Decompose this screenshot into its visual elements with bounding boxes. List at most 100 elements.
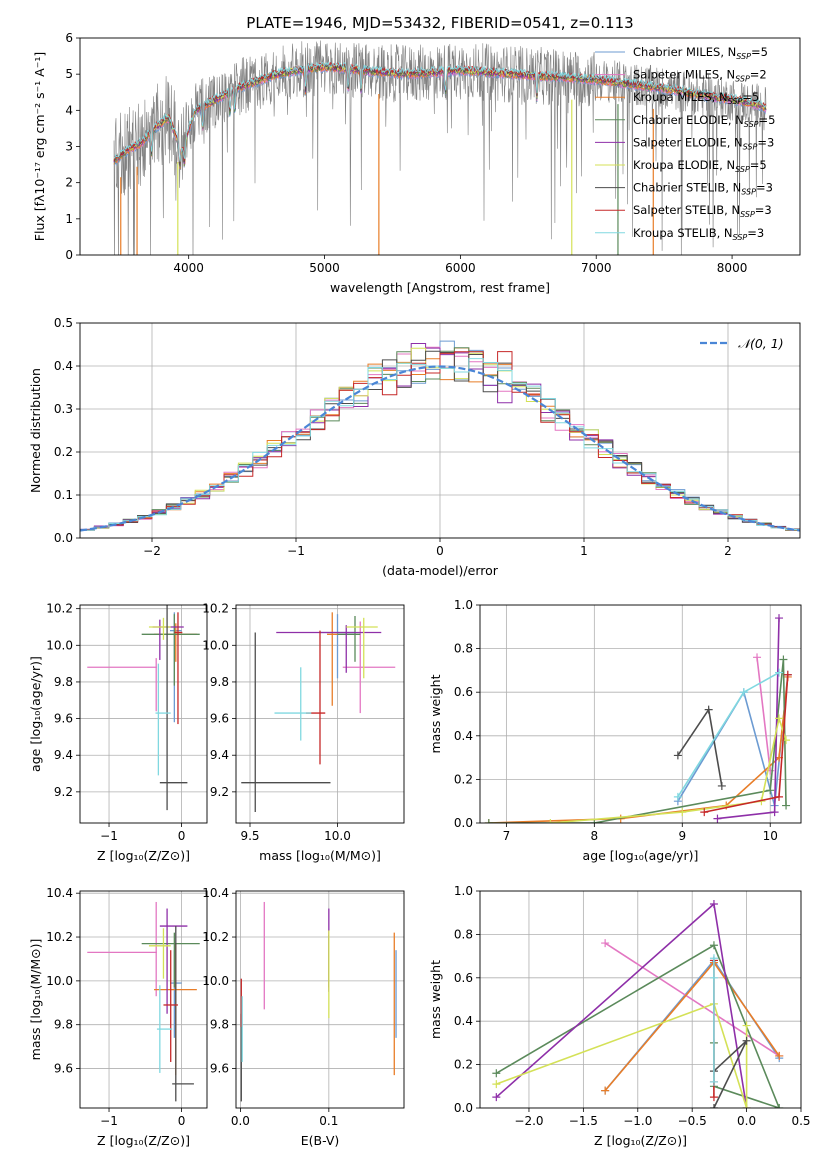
y-tick-label: 10.2 (46, 602, 73, 616)
weight-series-3 (488, 659, 787, 823)
legend-label: Kroupa ELODIE, NSSP=5 (633, 158, 767, 174)
x-tick-label: −2 (143, 544, 161, 558)
x-tick-label: −1 (100, 1114, 118, 1128)
y-tick-label: 9.6 (54, 712, 73, 726)
x-tick-label: −1.0 (623, 1114, 652, 1128)
weight-series-6 (677, 707, 723, 787)
y-tick-label: 10.0 (202, 638, 229, 652)
weight-marker (783, 670, 792, 679)
weight-marker (753, 653, 762, 662)
weight-marker (766, 786, 775, 795)
y-tick-label: 10.4 (46, 886, 73, 900)
weight-marker (709, 954, 718, 963)
weight-marker (709, 900, 718, 909)
weight-marker (704, 705, 713, 714)
weight-marker (770, 808, 779, 817)
y-tick-label: 10.2 (46, 930, 73, 944)
legend-label: Chabrier ELODIE, NSSP=5 (633, 113, 775, 129)
y-tick-label: 0.0 (454, 1101, 473, 1115)
legend-label: Kroupa STELIB, NSSP=3 (633, 226, 764, 242)
y-tick-label: 0.4 (454, 729, 473, 743)
y-tick-label: 2 (65, 176, 73, 190)
axes-frame (79, 890, 208, 1109)
weight-marker (492, 1080, 501, 1089)
y-tick-label: 0.4 (454, 1014, 473, 1028)
y-tick-label: 0.0 (454, 816, 473, 830)
plot-area (80, 891, 207, 1108)
x-tick-label: 0 (436, 544, 444, 558)
x-tick-label: 9.5 (240, 829, 259, 843)
weight-marker (709, 973, 718, 982)
x-tick-label: 4000 (173, 261, 204, 275)
x-tick-label: 0.1 (319, 1114, 338, 1128)
y-tick-label: 9.4 (210, 748, 229, 762)
x-axis-label: E(B-V) (301, 1133, 340, 1148)
legend-label: Salpeter MILES, NSSP=2 (633, 68, 767, 84)
weight-marker (678, 808, 687, 817)
y-tick-label: 0.0 (54, 531, 73, 545)
y-tick-label: 0.2 (454, 1058, 473, 1072)
model-spectrum-8 (113, 61, 767, 162)
axes-frame (79, 604, 208, 824)
weight-marker (775, 614, 784, 623)
x-tick-label: 8000 (717, 261, 748, 275)
figure-title: PLATE=1946, MJD=53432, FIBERID=0541, z=0… (246, 14, 633, 32)
axes-frame (235, 604, 405, 824)
x-tick-label: 1 (580, 544, 588, 558)
weight-marker (775, 792, 784, 801)
panel-spectrum: 4000 5000 6000 7000 8000 0 1 2 3 4 5 6 wavelength [A… (32, 31, 801, 295)
y-tick-label: 9.6 (54, 1062, 73, 1076)
legend-label: Kroupa MILES, NSSP=5 (633, 90, 759, 106)
weight-marker (742, 1104, 751, 1108)
x-axis-label: wavelength [Angstrom, rest frame] (330, 280, 550, 295)
x-tick-label: 10 (763, 829, 778, 843)
x-axis-label: Z [log₁₀(Z/Z⊙)] (97, 848, 190, 863)
y-tick-label: 9.2 (54, 785, 73, 799)
weight-marker (492, 1093, 501, 1102)
weight-marker (492, 1069, 501, 1078)
weight-marker (742, 1021, 751, 1030)
weight-marker (782, 801, 791, 810)
axes-frame (79, 37, 801, 256)
x-tick-label: 0.5 (791, 1114, 810, 1128)
plot-area (480, 605, 801, 823)
y-tick-label: 4 (65, 103, 73, 117)
x-tick-label: −1 (100, 829, 118, 843)
model-spectrum-7 (113, 61, 767, 162)
x-axis-label: (data-model)/error (382, 563, 499, 578)
axes-frame (235, 890, 405, 1109)
x-axis-label: age [log₁₀(age/yr)] (583, 848, 699, 863)
y-tick-label: 9.6 (210, 1062, 229, 1076)
weight-series-5 (550, 715, 787, 823)
x-tick-label: 9 (678, 829, 686, 843)
x-tick-label: −1.5 (569, 1114, 598, 1128)
legend-label: Chabrier MILES, NSSP=5 (633, 45, 768, 61)
y-tick-label: 9.4 (54, 748, 73, 762)
weight-marker (739, 688, 748, 697)
x-tick-label: 0.0 (231, 1114, 250, 1128)
y-tick-label: 1.0 (454, 598, 473, 612)
legend-label: Salpeter ELODIE, NSSP=3 (633, 135, 774, 151)
weight-marker (775, 714, 784, 723)
y-tick-label: 9.8 (54, 1018, 73, 1032)
x-tick-label: 0 (178, 829, 186, 843)
plot-area (236, 605, 404, 823)
legend-label: Salpeter STELIB, NSSP=3 (633, 203, 772, 219)
weight-marker (709, 1077, 718, 1086)
axes-frame (79, 322, 801, 539)
x-tick-label: −0.5 (678, 1114, 707, 1128)
x-axis-label: mass [log₁₀(M/M⊙)] (259, 848, 381, 863)
plot-area (113, 40, 767, 255)
y-tick-label: 0.2 (454, 772, 473, 786)
gaussian-curve (80, 365, 800, 532)
weight-marker (775, 668, 784, 677)
axes-frame (479, 604, 802, 824)
weight-marker (709, 1104, 718, 1108)
observed-spectrum (113, 40, 767, 255)
panel-residuals: −2 −1 0 1 2 0.0 0.1 0.2 0.3 0.4 0.5 (data-model)/er… (28, 316, 801, 578)
y-tick-label: 0.5 (54, 316, 73, 330)
y-tick-label: 0.4 (54, 359, 73, 373)
axes-frame (479, 890, 802, 1109)
plot-area (480, 891, 801, 1108)
